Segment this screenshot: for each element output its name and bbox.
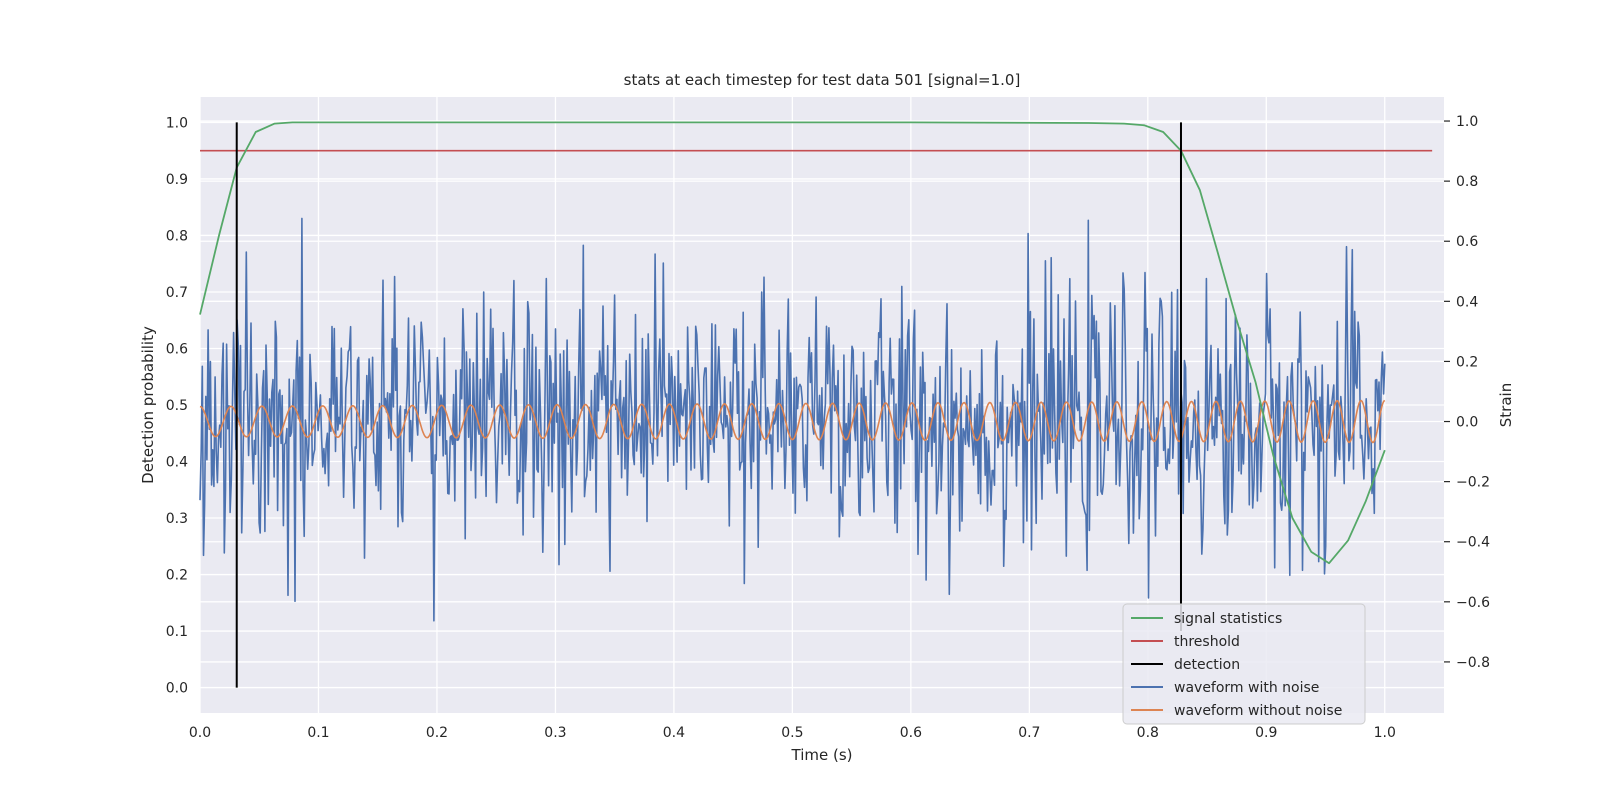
y-tick-label: 0.0 xyxy=(166,681,188,697)
y-tick-label: 0.5 xyxy=(166,398,188,414)
y-right-tick-label: 0.2 xyxy=(1456,354,1478,370)
legend: signal statistics threshold detection wavef… xyxy=(1122,603,1366,725)
legend-label: detection xyxy=(1174,657,1240,673)
x-tick-label: 0.0 xyxy=(189,725,211,741)
y-tick-label: 0.4 xyxy=(166,455,188,471)
axes: 0.0 0.1 0.2 0.3 0.4 0.5 0.6 0.7 0.8 0.9 1.0 0.0 0.1 0… xyxy=(166,114,1490,741)
y-tick-label: 0.3 xyxy=(166,511,188,527)
x-tick-label: 1.0 xyxy=(1374,725,1396,741)
y-tick-label: 0.9 xyxy=(166,172,188,188)
legend-label: signal statistics xyxy=(1174,611,1282,627)
legend-label: waveform with noise xyxy=(1174,680,1319,696)
y-right-tick-label: −0.8 xyxy=(1456,655,1490,671)
legend-label: waveform without noise xyxy=(1174,703,1342,719)
series-waveform-without-noise xyxy=(199,399,1386,444)
y-right-tick-label: 0.8 xyxy=(1456,174,1478,190)
y-right-tick-label: 0.4 xyxy=(1456,294,1478,310)
y-right-tick-label: −0.6 xyxy=(1456,595,1490,611)
y-tick-label: 0.2 xyxy=(166,568,188,584)
y-right-axis-title: Strain xyxy=(1497,383,1515,427)
x-tick-label: 0.9 xyxy=(1255,725,1277,741)
y-right-tick-label: −0.4 xyxy=(1456,535,1490,551)
x-tick-label: 0.3 xyxy=(544,725,566,741)
x-tick-label: 0.6 xyxy=(900,725,922,741)
x-tick-label: 0.1 xyxy=(307,725,329,741)
x-axis-title: Time (s) xyxy=(791,746,853,764)
legend-label: threshold xyxy=(1174,634,1240,650)
y-right-tick-label: 0.0 xyxy=(1456,415,1478,431)
x-tick-label: 0.8 xyxy=(1137,725,1159,741)
x-tick-label: 0.4 xyxy=(663,725,685,741)
y-tick-label: 0.8 xyxy=(166,228,188,244)
y-right-tick-label: 1.0 xyxy=(1456,114,1478,130)
y-tick-label: 0.7 xyxy=(166,285,188,301)
y-tick-label: 0.1 xyxy=(166,624,188,640)
x-tick-label: 0.5 xyxy=(781,725,803,741)
y-tick-label: 1.0 xyxy=(166,115,188,131)
y-right-tick-label: 0.6 xyxy=(1456,234,1478,250)
legend-box xyxy=(1122,603,1366,725)
x-tick-label: 0.2 xyxy=(426,725,448,741)
y-tick-label: 0.6 xyxy=(166,341,188,357)
x-tick-label: 0.7 xyxy=(1018,725,1040,741)
y-right-tick-label: −0.2 xyxy=(1456,475,1490,491)
series-layer xyxy=(199,121,1433,688)
y-axis-title: Detection probability xyxy=(139,326,157,484)
series-signal-statistics xyxy=(199,121,1386,565)
chart-title: stats at each timestep for test data 501… xyxy=(624,71,1021,89)
